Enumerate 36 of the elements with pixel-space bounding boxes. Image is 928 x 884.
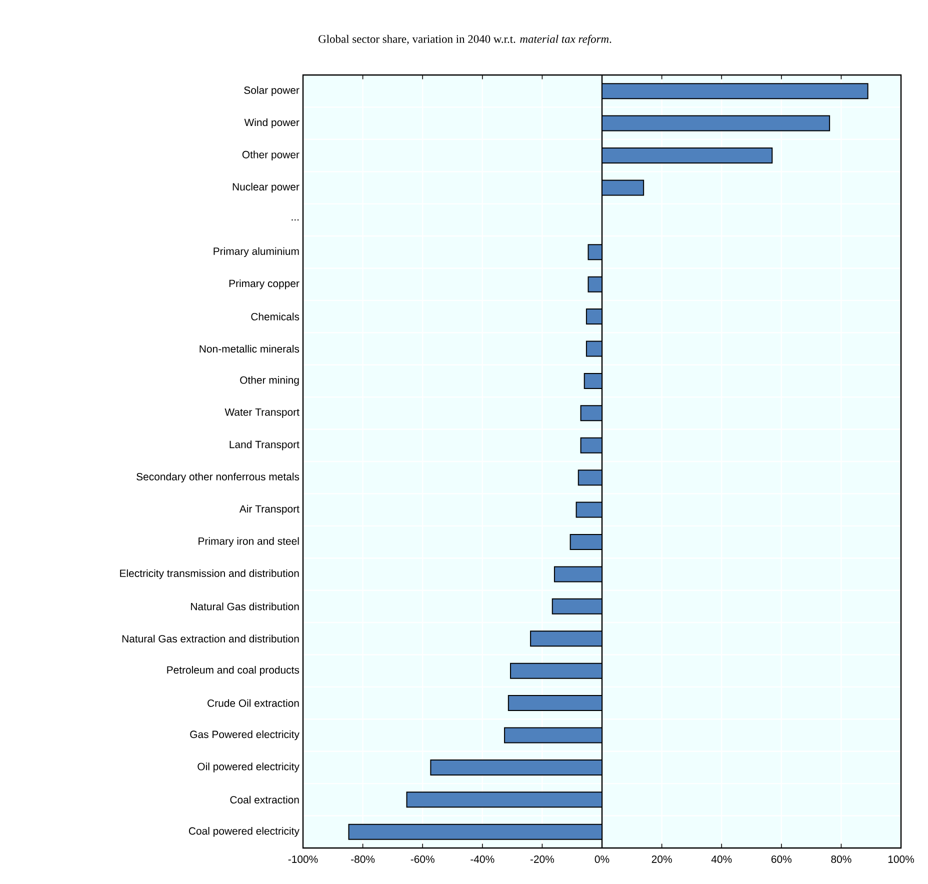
y-tick-label: Primary iron and steel [198,537,299,547]
y-tick-label: Oil powered electricity [198,762,300,772]
chart-title: Global sector share, variation in 2040 w.r.t. material tax reform. [318,34,612,46]
y-tick-label: Petroleum and coal products [167,666,300,676]
y-tick-label: Land Transport [230,440,300,450]
x-tick-label: -80% [351,856,375,863]
y-tick-label: Natural Gas distribution [191,602,299,610]
x-tick-label: 40% [711,856,732,863]
x-tick-label: 60% [771,856,792,863]
y-tick-label: Other mining [240,376,299,386]
y-tick-label: Air Transport [239,504,300,515]
y-tick-label: Primary aluminium [214,247,299,258]
y-tick-label: Non-metallic minerals [200,344,300,353]
y-tick-label: Chemicals [251,312,300,320]
x-tick-label: -40% [470,856,494,863]
x-tick-label: 100% [888,856,914,863]
x-tick-label: -100% [288,856,318,863]
y-tick-label: Secondary other nonferrous metals [136,472,300,482]
x-tick-label: -60% [410,856,434,863]
y-tick-label: Electricity transmission and distribution [120,569,299,580]
x-tick-label: 80% [831,856,852,863]
y-tick-label: Wind power [244,118,300,128]
y-tick-label: Nuclear power [232,182,300,193]
y-tick-label: Coal powered electricity [188,827,300,837]
y-tick-label: Other power [242,150,300,160]
y-tick-label: Natural Gas extraction and distribution [122,634,299,642]
x-tick-label: 20% [652,856,672,863]
y-tick-label: Coal extraction [230,796,299,804]
y-tick-label: Crude Oil extraction [208,699,299,707]
y-tick-label: Primary copper [229,279,300,290]
y-tick-label: Water Transport [224,408,300,418]
x-tick-label: 0% [594,856,610,863]
y-tick-label: ... [292,219,299,220]
y-tick-label: Gas Powered electricity [190,730,300,740]
y-tick-label: Solar power [244,86,300,96]
x-tick-label: -20% [530,856,554,863]
